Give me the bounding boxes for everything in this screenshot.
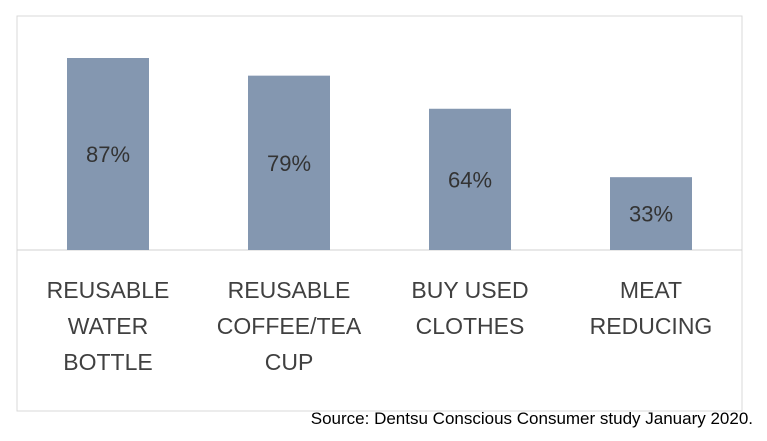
bar-value-label-4: 33%: [629, 202, 673, 227]
category-label-4-line-1: MEAT: [620, 277, 682, 303]
category-label-2-line-1: REUSABLE: [228, 277, 351, 303]
bar-value-label-2: 79%: [267, 151, 311, 176]
category-label-4-line-2: REDUCING: [590, 313, 713, 339]
category-label-3-line-2: CLOTHES: [416, 313, 525, 339]
bar-1: [67, 58, 149, 250]
bar-value-label-3: 64%: [448, 167, 492, 192]
category-label-2-line-3: CUP: [265, 349, 314, 375]
chart-frame: [16, 15, 743, 412]
bar-3: [429, 108, 511, 250]
source-note: Source: Dentsu Conscious Consumer study …: [310, 409, 753, 428]
value-labels-group: 87% 79% 64% 33%: [86, 142, 673, 227]
category-label-2-line-2: COFFEE/TEA: [217, 313, 362, 339]
category-label-1-line-3: BOTTLE: [63, 349, 152, 375]
category-labels-group: REUSABLE WATER BOTTLE REUSABLE COFFEE/TEA CUP…: [47, 277, 713, 375]
bar-2: [248, 75, 330, 250]
category-label-1-line-1: REUSABLE: [47, 277, 170, 303]
bar-4: [610, 177, 692, 250]
bars-group: [67, 58, 692, 250]
category-label-3-line-1: BUY USED: [411, 277, 528, 303]
bar-value-label-1: 87%: [86, 142, 130, 167]
category-label-1-line-2: WATER: [68, 313, 149, 339]
